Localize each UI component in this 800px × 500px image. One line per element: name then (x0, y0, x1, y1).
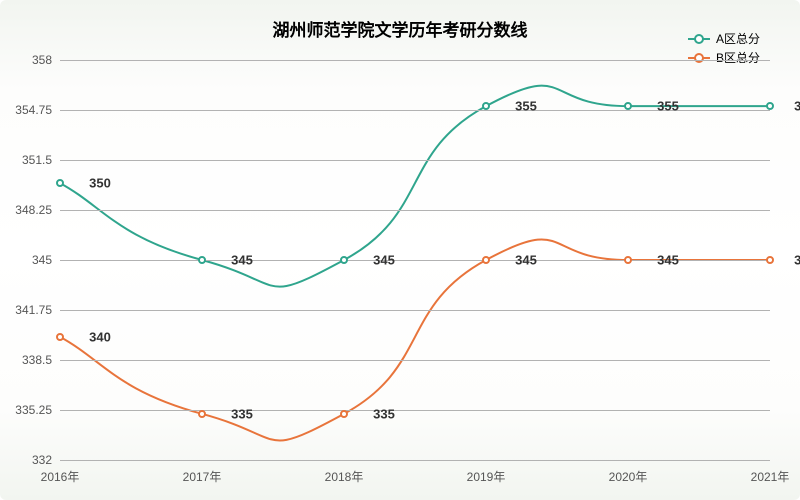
chart-container: 湖州师范学院文学历年考研分数线 A区总分 B区总分 332335.25338.5… (0, 0, 800, 500)
x-tick-label: 2020年 (609, 460, 648, 485)
plot-area: 332335.25338.5341.75345348.25351.5354.75… (60, 60, 770, 460)
data-label: 355 (513, 99, 539, 114)
y-tick-label: 341.75 (15, 303, 60, 317)
x-tick-label: 2016年 (41, 460, 80, 485)
y-tick-label: 348.25 (15, 203, 60, 217)
gridline (60, 210, 770, 211)
data-marker (482, 256, 490, 264)
chart-title: 湖州师范学院文学历年考研分数线 (0, 16, 800, 41)
data-label: 345 (513, 253, 539, 268)
legend-label: A区总分 (716, 30, 760, 47)
y-tick-label: 345 (32, 253, 60, 267)
y-tick-label: 335.25 (15, 403, 60, 417)
x-tick-label: 2018年 (325, 460, 364, 485)
data-marker (766, 102, 774, 110)
x-tick-label: 2017年 (183, 460, 222, 485)
data-marker (766, 256, 774, 264)
data-marker (56, 333, 64, 341)
legend-swatch-a (688, 38, 710, 40)
legend-swatch-b (688, 57, 710, 59)
y-tick-label: 354.75 (15, 103, 60, 117)
data-marker (624, 102, 632, 110)
data-label: 335 (371, 406, 397, 421)
gridline (60, 410, 770, 411)
data-label: 340 (87, 329, 113, 344)
gridline (60, 460, 770, 461)
gridline (60, 60, 770, 61)
gridline (60, 310, 770, 311)
data-marker (198, 410, 206, 418)
x-tick-label: 2021年 (751, 460, 790, 485)
data-marker (198, 256, 206, 264)
data-label: 345 (655, 253, 681, 268)
data-label: 345 (792, 253, 800, 268)
x-tick-label: 2019年 (467, 460, 506, 485)
data-marker (340, 410, 348, 418)
data-marker (624, 256, 632, 264)
data-marker (56, 179, 64, 187)
data-label: 355 (792, 99, 800, 114)
data-label: 335 (229, 406, 255, 421)
data-label: 345 (229, 253, 255, 268)
gridline (60, 360, 770, 361)
data-marker (340, 256, 348, 264)
y-tick-label: 358 (32, 53, 60, 67)
legend-item: A区总分 (688, 30, 760, 47)
data-label: 345 (371, 253, 397, 268)
gridline (60, 160, 770, 161)
data-label: 350 (87, 176, 113, 191)
y-tick-label: 351.5 (22, 153, 60, 167)
y-tick-label: 338.5 (22, 353, 60, 367)
data-marker (482, 102, 490, 110)
data-label: 355 (655, 99, 681, 114)
